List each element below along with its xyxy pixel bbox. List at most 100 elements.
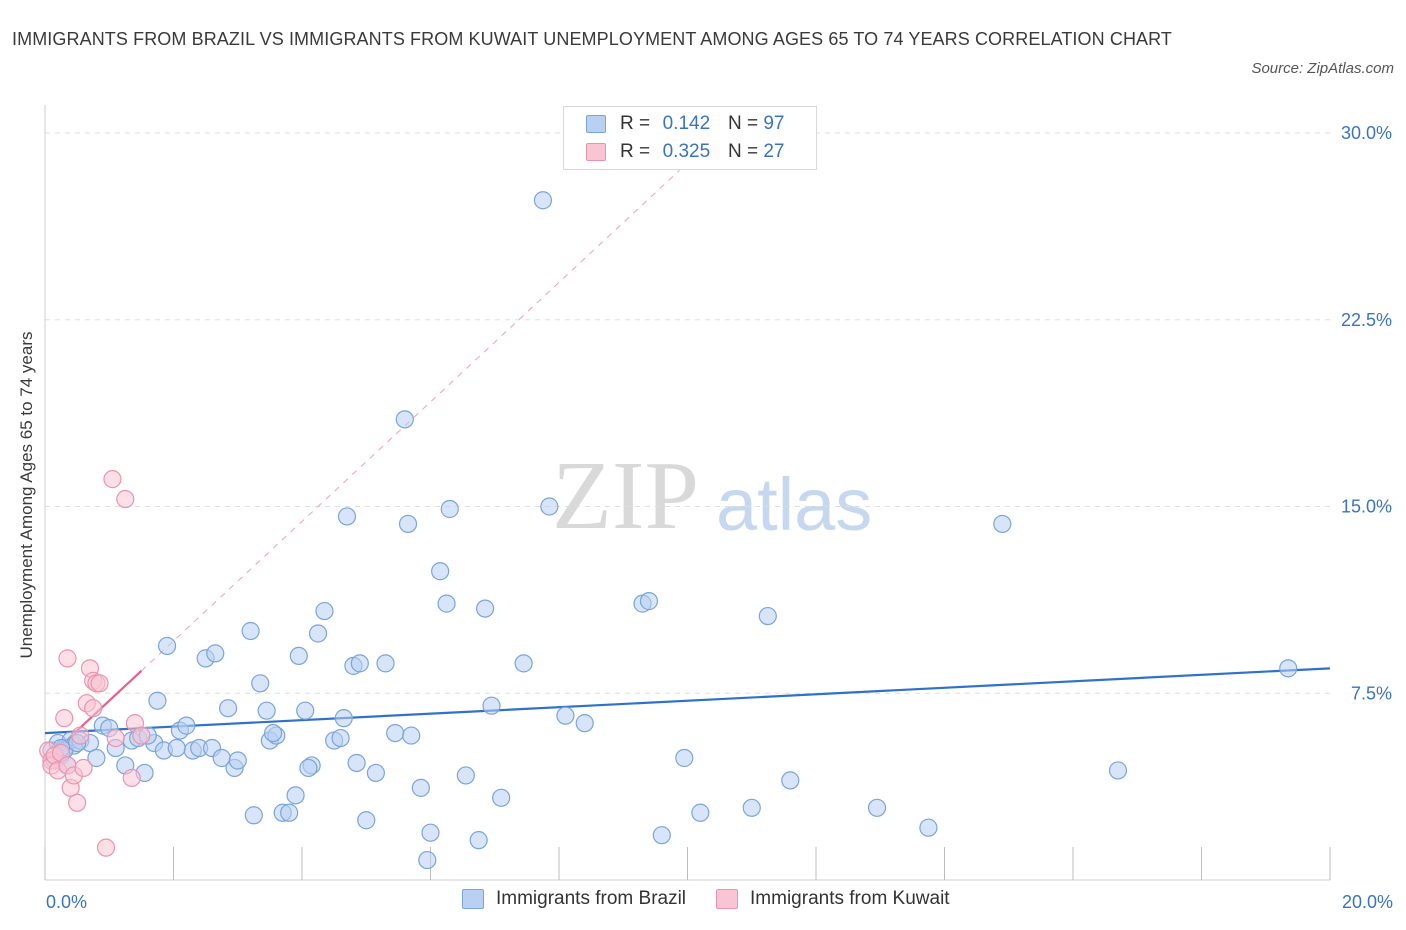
kuwait-trend-extension: [141, 169, 680, 672]
brazil-point: [331, 728, 350, 748]
brazil-point: [398, 514, 418, 534]
brazil-point: [241, 621, 260, 641]
legend-brazil-swatch: [462, 889, 484, 909]
brazil-point: [299, 758, 318, 778]
legend-kuwait-swatch: [716, 889, 739, 909]
y-tick-label: 15.0%: [1341, 497, 1392, 517]
brazil-point: [456, 766, 475, 785]
kuwait-point: [132, 726, 151, 745]
brazil-point: [540, 497, 559, 516]
kuwait-n-value: 27: [763, 141, 785, 162]
brazil-point: [514, 654, 533, 673]
brazil-r-label: R =: [620, 113, 651, 134]
brazil-point: [350, 654, 369, 673]
brazil-point: [251, 674, 270, 693]
axes: [44, 105, 1331, 881]
brazil-point: [639, 592, 659, 611]
brazil-point: [308, 624, 328, 643]
brazil-point: [257, 701, 276, 720]
chart-title: IMMIGRANTS FROM BRAZIL VS IMMIGRANTS FRO…: [12, 29, 1173, 49]
y-tick-label: 30.0%: [1341, 123, 1392, 143]
brazil-point: [376, 654, 395, 673]
brazil-n-value: 97: [763, 113, 785, 134]
brazil-point: [867, 798, 887, 817]
brazil-point: [395, 410, 414, 429]
kuwait-point: [58, 649, 77, 668]
kuwait-r-label: R =: [620, 141, 651, 162]
data-points: [39, 191, 1298, 870]
kuwait-n-label: N =: [727, 141, 759, 162]
brazil-trend-line: [44, 667, 1331, 735]
brazil-point: [652, 826, 671, 845]
brazil-point: [492, 788, 511, 807]
kuwait-point: [71, 726, 90, 745]
kuwait-point: [116, 489, 135, 509]
kuwait-point: [90, 674, 109, 693]
brazil-point: [177, 716, 196, 735]
brazil-point: [431, 562, 450, 581]
brazil-point: [167, 738, 186, 758]
brazil-point: [758, 606, 777, 626]
brazil-point: [386, 723, 405, 743]
brazil-point: [334, 709, 353, 728]
brazil-point: [219, 699, 238, 718]
brazil-point: [675, 748, 694, 768]
kuwait-point: [55, 709, 74, 728]
source-label: Source: ZipAtlas.com: [1251, 60, 1394, 77]
brazil-point: [206, 644, 225, 663]
brazil-swatch: [586, 115, 606, 133]
brazil-n-label: N =: [727, 113, 759, 134]
brazil-point: [476, 599, 495, 618]
kuwait-point: [68, 793, 87, 812]
x-tick-label: 20.0%: [1342, 892, 1393, 912]
watermark-atlas: atlas: [716, 463, 872, 546]
brazil-point: [366, 763, 385, 783]
brazil-point: [337, 507, 357, 526]
legend-item-kuwait: Immigrants from Kuwait: [716, 888, 950, 910]
brazil-point: [289, 646, 308, 666]
brazil-point: [1279, 659, 1298, 678]
brazil-point: [402, 726, 421, 745]
brazil-point: [482, 696, 501, 715]
kuwait-point: [122, 768, 141, 788]
y-tick-label: 22.5%: [1341, 310, 1392, 330]
kuwait-point: [74, 758, 93, 778]
brazil-point: [993, 514, 1012, 534]
brazil-point: [263, 723, 283, 743]
brazil-point: [1108, 761, 1128, 780]
x-tick-label: 0.0%: [46, 892, 87, 912]
brazil-point: [87, 748, 106, 768]
brazil-point: [469, 831, 488, 850]
brazil-point: [244, 806, 263, 825]
brazil-point: [691, 803, 710, 822]
brazil-point: [533, 191, 553, 210]
brazil-r-value: 0.142: [662, 113, 711, 134]
brazil-point: [296, 701, 315, 720]
legend-brazil-label: Immigrants from Brazil: [496, 888, 687, 909]
brazil-point: [556, 706, 575, 725]
legend-row-brazil: R = 0.142 N = 97: [586, 111, 784, 137]
brazil-point: [418, 850, 437, 870]
kuwait-point: [103, 470, 122, 489]
legend-item-brazil: Immigrants from Brazil: [462, 888, 686, 910]
brazil-point: [575, 714, 594, 733]
kuwait-point: [96, 838, 116, 857]
brazil-point: [742, 798, 761, 817]
grid-lines: [45, 132, 1330, 694]
brazil-point: [781, 771, 800, 790]
brazil-point: [286, 786, 305, 805]
kuwait-point: [106, 728, 125, 748]
watermark-zip: ZIP: [552, 442, 699, 550]
y-tick-label: 7.5%: [1351, 683, 1392, 703]
brazil-point: [280, 803, 299, 822]
kuwait-r-value: 0.325: [662, 141, 711, 162]
series-legend: Immigrants from Brazil Immigrants from K…: [462, 888, 980, 910]
brazil-point: [157, 636, 177, 656]
brazil-point: [315, 601, 334, 621]
brazil-point: [421, 823, 440, 842]
legend-kuwait-label: Immigrants from Kuwait: [750, 888, 950, 909]
kuwait-point: [84, 699, 103, 718]
brazil-point: [228, 751, 247, 770]
kuwait-swatch: [586, 143, 606, 161]
